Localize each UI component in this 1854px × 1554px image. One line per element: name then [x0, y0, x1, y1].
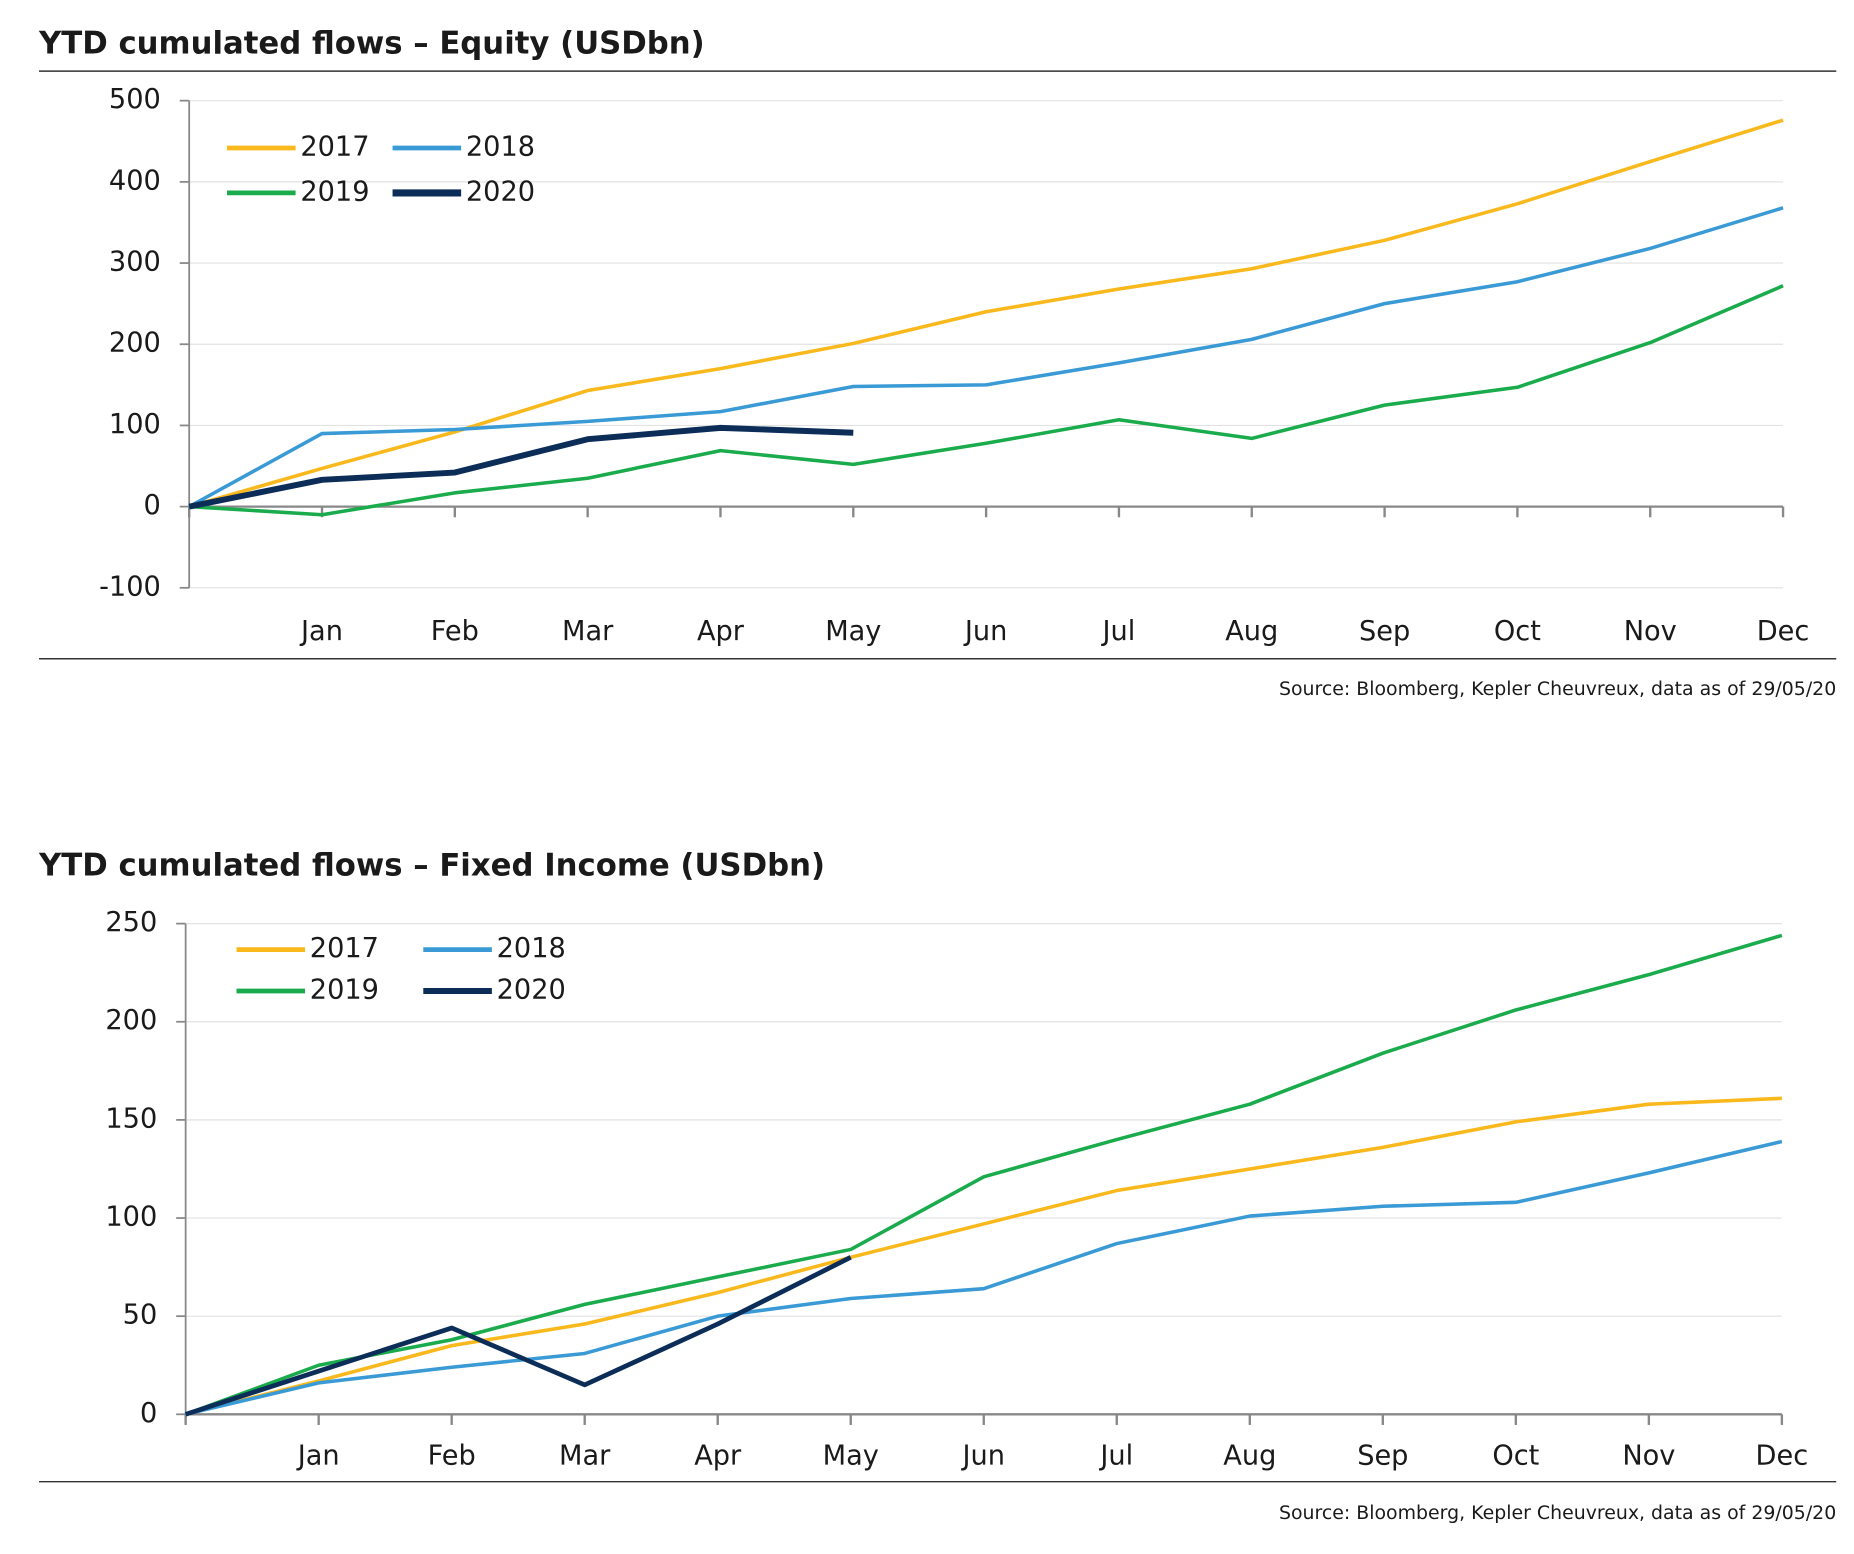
x-tick-label: Dec — [1756, 1440, 1809, 1471]
x-tick-label: May — [823, 1440, 879, 1471]
series-line — [188, 424, 854, 510]
chart-title: YTD cumulated flows – Equity (USDbn) — [38, 26, 705, 62]
legend-label: 2017 — [300, 131, 369, 162]
legend-label: 2019 — [310, 975, 379, 1006]
x-tick-label: Aug — [1223, 1440, 1276, 1471]
y-tick-label: 250 — [105, 907, 157, 938]
source: Source: Bloomberg, Kepler Cheuvreux, dat… — [1279, 1502, 1836, 1524]
x-tick-label: Jan — [296, 1440, 340, 1471]
x-tick-label: Jun — [963, 616, 1007, 647]
x-tick-label: Apr — [694, 1440, 742, 1471]
x-tick-label: Sep — [1357, 1440, 1408, 1471]
x-tick-label: Oct — [1494, 616, 1541, 647]
y-tick-label: 100 — [109, 409, 161, 440]
source: Source: Bloomberg, Kepler Cheuvreux, dat… — [1279, 678, 1836, 700]
y-tick-label: 0 — [140, 1398, 157, 1429]
y-tick-label: 200 — [109, 328, 161, 359]
x-tick-label: Oct — [1492, 1440, 1539, 1471]
legend-label: 2018 — [466, 131, 535, 162]
x-tick-label: Feb — [431, 616, 479, 647]
series-line — [189, 284, 1784, 517]
series-line — [185, 1139, 1783, 1417]
x-tick-label: May — [825, 616, 881, 647]
legend-label: 2020 — [497, 975, 566, 1006]
series-line — [185, 1096, 1782, 1417]
legend-label: 2019 — [300, 176, 369, 207]
series-line — [188, 118, 1784, 509]
x-tick-label: Jan — [299, 616, 343, 647]
x-tick-label: Jul — [1098, 1440, 1133, 1471]
y-tick-label: -100 — [99, 571, 161, 602]
x-tick-label: Sep — [1359, 616, 1410, 647]
legend-label: 2020 — [466, 176, 535, 207]
y-tick-label: 150 — [105, 1103, 157, 1134]
chart-title: YTD cumulated flows – Fixed Income (USDb… — [38, 847, 825, 883]
x-tick-label: Dec — [1757, 616, 1810, 647]
series-line — [188, 206, 1784, 509]
x-tick-label: Mar — [559, 1440, 611, 1471]
y-tick-label: 200 — [105, 1005, 157, 1036]
x-tick-label: Aug — [1225, 616, 1278, 647]
series-line — [184, 1255, 852, 1417]
x-tick-label: Jun — [961, 1440, 1005, 1471]
legend-label: 2017 — [310, 933, 379, 964]
x-tick-label: Nov — [1622, 1440, 1675, 1471]
x-tick-label: Apr — [697, 616, 745, 647]
x-tick-label: Feb — [428, 1440, 476, 1471]
x-tick-label: Nov — [1624, 616, 1677, 647]
y-tick-label: 300 — [109, 247, 161, 278]
x-tick-label: Jul — [1101, 616, 1136, 647]
x-tick-label: Mar — [562, 616, 614, 647]
legend-label: 2018 — [497, 933, 566, 964]
y-tick-label: 400 — [109, 165, 161, 196]
y-tick-label: 500 — [109, 84, 161, 115]
y-tick-label: 100 — [105, 1202, 157, 1233]
series-line — [185, 933, 1783, 1416]
y-tick-label: 50 — [123, 1300, 158, 1331]
y-tick-label: 0 — [143, 490, 160, 521]
